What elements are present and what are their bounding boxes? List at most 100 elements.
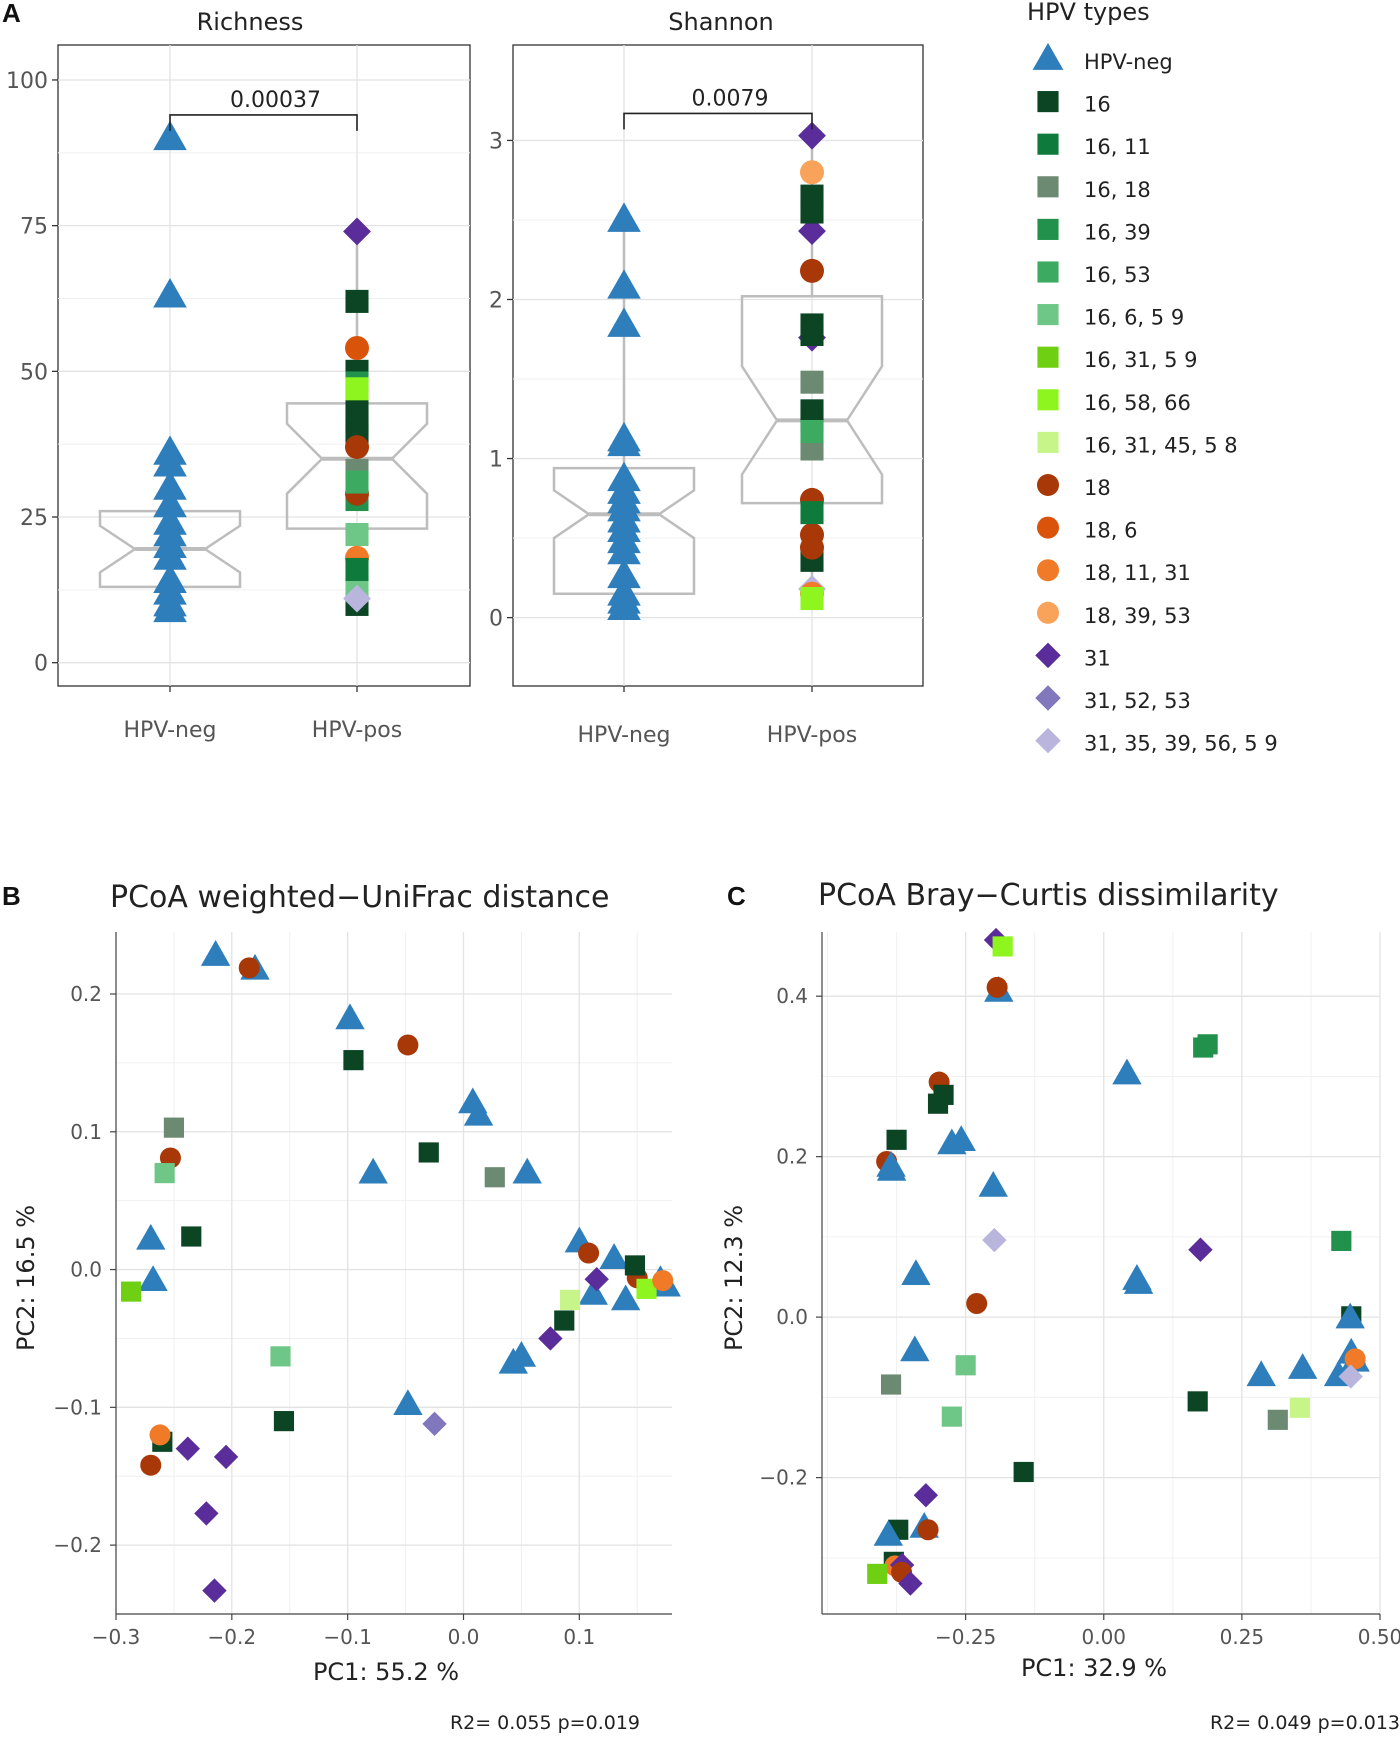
legend-label-16-31-5-9: 16, 31, 5 9 bbox=[1084, 348, 1198, 372]
unifrac-point bbox=[397, 1034, 419, 1056]
unifrac-point bbox=[120, 1281, 142, 1302]
unifrac-point bbox=[624, 1255, 646, 1276]
braycurtis-point bbox=[873, 1520, 903, 1546]
braycurtis-point bbox=[1287, 1353, 1318, 1379]
panel-letter-a: A bbox=[2, 0, 21, 28]
braycurtis-ytick-label: 0.4 bbox=[776, 984, 808, 1008]
richness-point bbox=[153, 540, 187, 570]
braycurtis-y-label: PC2: 12.3 % bbox=[720, 1205, 748, 1351]
shannon-point bbox=[607, 269, 641, 299]
unifrac-point bbox=[202, 1578, 227, 1603]
unifrac-point bbox=[154, 1163, 175, 1184]
unifrac-ytick-label: 0.1 bbox=[70, 1120, 102, 1144]
braycurtis-xtick-label: 0.50 bbox=[1358, 1625, 1400, 1649]
richness-ytick-label: 25 bbox=[20, 506, 48, 531]
legend-key-16-11 bbox=[1037, 133, 1059, 155]
legend-key-31-35-39-56-5-9 bbox=[1035, 727, 1061, 754]
braycurtis-point bbox=[876, 1154, 907, 1181]
braycurtis-point bbox=[978, 1170, 1008, 1197]
braycurtis-point bbox=[917, 1519, 939, 1541]
unifrac-point bbox=[484, 1167, 505, 1188]
legend-label-hpv-neg: HPV-neg bbox=[1084, 50, 1173, 74]
unifrac-point bbox=[418, 1142, 439, 1163]
unifrac-point bbox=[213, 1444, 239, 1470]
richness-sig-label: 0.00037 bbox=[230, 88, 321, 113]
unifrac-point bbox=[559, 1289, 581, 1310]
braycurtis-xtick-label: −0.25 bbox=[935, 1625, 996, 1649]
unifrac-point bbox=[335, 1003, 365, 1030]
richness-point bbox=[153, 470, 187, 500]
shannon-point bbox=[800, 419, 824, 444]
braycurtis-ytick-label: 0.0 bbox=[776, 1305, 808, 1329]
shannon-point bbox=[800, 535, 824, 560]
unifrac-point bbox=[652, 1270, 674, 1292]
shannon-point bbox=[798, 217, 826, 246]
unifrac-point bbox=[554, 1310, 575, 1331]
pcoa-braycurtis-plot: PCoA Bray−Curtis dissimilarity −0.25 0.00… bbox=[720, 878, 1400, 1734]
shannon-sig-label: 0.0079 bbox=[692, 86, 769, 111]
unifrac-xtick-label: −0.3 bbox=[92, 1625, 141, 1649]
braycurtis-point bbox=[1338, 1364, 1363, 1389]
braycurtis-point bbox=[992, 936, 1013, 957]
unifrac-point bbox=[238, 957, 260, 979]
legend-label-18: 18 bbox=[1084, 476, 1111, 500]
legend-label-18-39-53: 18, 39, 53 bbox=[1084, 604, 1191, 628]
richness-ytick-label: 0 bbox=[34, 652, 48, 677]
unifrac-point bbox=[358, 1157, 388, 1184]
unifrac-point bbox=[636, 1278, 657, 1299]
richness-ytick-label: 100 bbox=[6, 69, 48, 94]
richness-xtick-label: HPV-pos bbox=[312, 718, 402, 743]
unifrac-point bbox=[538, 1326, 563, 1351]
richness-point bbox=[153, 120, 187, 151]
legend-key-16-39 bbox=[1037, 218, 1059, 240]
braycurtis-point bbox=[1123, 1268, 1154, 1294]
shannon-box-hpv-pos bbox=[740, 295, 884, 505]
braycurtis-point bbox=[1335, 1302, 1365, 1329]
braycurtis-point bbox=[941, 1406, 962, 1427]
unifrac-point bbox=[194, 1501, 219, 1526]
unifrac-y-label: PC2: 16.5 % bbox=[12, 1205, 40, 1351]
unifrac-xtick-label: −0.2 bbox=[208, 1625, 257, 1649]
panel-letter-b: B bbox=[2, 881, 21, 911]
unifrac-point bbox=[578, 1278, 608, 1305]
braycurtis-point bbox=[986, 976, 1008, 998]
richness-point bbox=[153, 487, 187, 518]
shannon-point bbox=[607, 426, 641, 457]
legend-key-16-18 bbox=[1037, 176, 1059, 198]
unifrac-point bbox=[422, 1411, 447, 1437]
unifrac-point bbox=[498, 1347, 529, 1374]
unifrac-ytick-label: −0.1 bbox=[53, 1395, 102, 1419]
legend-label-18-6: 18, 6 bbox=[1084, 519, 1137, 543]
braycurtis-point bbox=[1197, 1034, 1218, 1055]
legend: HPV types HPV-neg 16 16, 11 16, 18 16, 39 16,… bbox=[1027, 0, 1278, 756]
legend-title: HPV types bbox=[1027, 0, 1150, 26]
braycurtis-point bbox=[913, 1483, 939, 1508]
braycurtis-stat: R2= 0.049 p=0.013 bbox=[1210, 1712, 1400, 1734]
legend-label-31: 31 bbox=[1084, 646, 1111, 670]
unifrac-xtick-label: 0.0 bbox=[448, 1625, 480, 1649]
legend-key-16-53 bbox=[1037, 261, 1059, 283]
unifrac-x-label: PC1: 55.2 % bbox=[313, 1658, 459, 1686]
legend-key-18 bbox=[1037, 474, 1059, 496]
legend-key-18-6 bbox=[1037, 516, 1059, 539]
unifrac-point bbox=[175, 1436, 200, 1461]
shannon-frame bbox=[512, 44, 924, 687]
richness-xtick-label: HPV-neg bbox=[124, 718, 217, 743]
richness-point bbox=[153, 592, 187, 623]
braycurtis-point bbox=[900, 1335, 930, 1362]
shannon-point bbox=[607, 534, 641, 565]
richness-ytick-label: 75 bbox=[20, 215, 48, 240]
legend-label-31-35-39-56-5-9: 31, 35, 39, 56, 5 9 bbox=[1084, 732, 1278, 756]
richness-point bbox=[345, 522, 369, 547]
braycurtis-point bbox=[867, 1563, 888, 1584]
braycurtis-point bbox=[1188, 1237, 1213, 1262]
panel-letter-c: C bbox=[727, 881, 746, 911]
shannon-point bbox=[800, 200, 824, 224]
legend-label-16-6-5-9: 16, 6, 5 9 bbox=[1084, 306, 1184, 330]
richness-plot: Richness 0.00037 0 25 50 75 100 HPV-neg HPV-po… bbox=[6, 8, 471, 743]
richness-point bbox=[345, 470, 369, 494]
shannon-ytick-label: 1 bbox=[489, 448, 503, 473]
shannon-sig-bracket bbox=[623, 112, 813, 130]
legend-label-16-18: 16, 18 bbox=[1084, 178, 1151, 202]
braycurtis-point bbox=[946, 1125, 976, 1152]
